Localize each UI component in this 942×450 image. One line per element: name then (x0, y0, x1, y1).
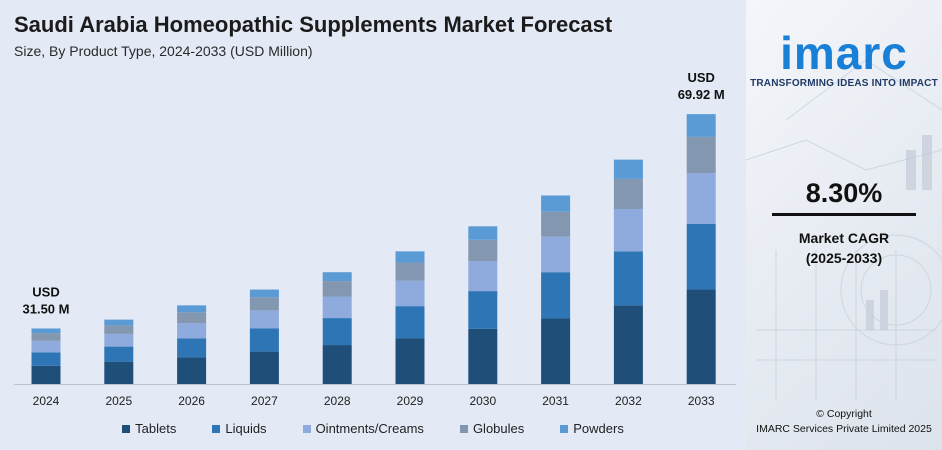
x-tick-label: 2030 (469, 394, 496, 408)
x-tick-label: 2031 (542, 394, 569, 408)
bar-segment-liquids-2028 (322, 318, 352, 346)
bar-segment-tablets-2024 (31, 365, 61, 384)
bar-segment-liquids-2033 (686, 224, 716, 290)
chart-title: Saudi Arabia Homeopathic Supplements Mar… (14, 12, 613, 37)
bar-segment-globules-2027 (249, 297, 279, 311)
bar-segment-ointments-creams-2031 (541, 236, 571, 273)
cagr-label-line1: Market CAGR (798, 230, 890, 246)
bar-segment-tablets-2033 (686, 289, 716, 384)
x-tick-label: 2025 (105, 394, 132, 408)
bar-segment-tablets-2026 (177, 357, 207, 384)
logo-tagline: TRANSFORMING IDEAS INTO IMPACT (750, 78, 938, 89)
legend-swatch (560, 424, 569, 433)
bar-segment-tablets-2031 (541, 318, 571, 384)
data-label-2024: 31.50 M (23, 301, 70, 316)
bar-segment-tablets-2032 (613, 305, 643, 384)
stacked-bar-chart: 2024 2025 2026 2027 2028 2029 2030 2031 2032 2033… (14, 70, 736, 408)
bar-segment-tablets-2025 (104, 361, 134, 384)
legend-swatch (212, 424, 221, 433)
bar-segment-powders-2032 (613, 159, 643, 179)
bar-segment-liquids-2026 (177, 338, 207, 358)
bar-segment-ointments-creams-2032 (613, 208, 643, 252)
cagr-label-line2: (2025-2033) (805, 250, 883, 266)
x-tick-label: 2029 (397, 394, 424, 408)
bar-segment-globules-2026 (177, 312, 207, 324)
bar-segment-globules-2024 (31, 333, 61, 341)
cagr-label: Market CAGR (2025-2033) (746, 228, 942, 268)
x-tick-label: 2033 (688, 394, 715, 408)
bar-segment-liquids-2029 (395, 306, 425, 339)
cagr-divider (772, 213, 916, 216)
x-tick-label: 2026 (178, 394, 205, 408)
brand-panel: imarc TRANSFORMING IDEAS INTO IMPACT 8.3… (746, 0, 942, 450)
data-label-2033: USD (687, 70, 714, 85)
legend-item: Liquids (212, 421, 267, 436)
x-tick-label: 2024 (33, 394, 60, 408)
legend-label: Powders (573, 421, 624, 436)
bar-segment-powders-2029 (395, 251, 425, 263)
data-label-2024: USD (32, 284, 59, 299)
x-tick-label: 2028 (324, 394, 351, 408)
bar-segment-tablets-2028 (322, 345, 352, 384)
bar-segment-ointments-creams-2033 (686, 173, 716, 225)
data-label-2033: 69.92 M (678, 87, 725, 102)
legend-label: Globules (472, 421, 525, 436)
copyright-line1: © Copyright (816, 408, 872, 420)
copyright: © Copyright IMARC Services Private Limit… (746, 407, 942, 437)
bar-segment-globules-2025 (104, 325, 134, 334)
bar-segment-powders-2028 (322, 272, 352, 282)
bar-segment-ointments-creams-2026 (177, 323, 207, 339)
bar-segment-ointments-creams-2027 (249, 310, 279, 329)
bar-segment-powders-2033 (686, 114, 716, 137)
cagr-value: 8.30% (805, 178, 883, 208)
logo-text: imarc (780, 27, 908, 79)
x-tick-label: 2027 (251, 394, 278, 408)
legend-swatch (459, 424, 468, 433)
bar-segment-powders-2030 (468, 226, 498, 240)
bar-segment-tablets-2029 (395, 338, 425, 384)
imarc-logo: imarc TRANSFORMING IDEAS INTO IMPACT (746, 30, 942, 89)
legend-swatch (302, 424, 311, 433)
x-tick-label: 2032 (615, 394, 642, 408)
legend-item: Ointments/Creams (302, 421, 424, 436)
legend-item: Globules (459, 421, 525, 436)
bar-segment-ointments-creams-2029 (395, 280, 425, 307)
chart-legend: Tablets Liquids Ointments/Creams Globules Po… (0, 421, 746, 436)
chart-subtitle: Size, By Product Type, 2024-2033 (USD Mi… (14, 43, 313, 59)
background-decoration (746, 59, 942, 400)
legend-swatch (122, 424, 131, 433)
bar-segment-globules-2030 (468, 239, 498, 262)
bar-segment-liquids-2030 (468, 291, 498, 329)
bar-segment-liquids-2031 (541, 272, 571, 319)
bar-segment-ointments-creams-2025 (104, 333, 134, 347)
bar-segment-liquids-2032 (613, 251, 643, 306)
bar-segment-ointments-creams-2024 (31, 340, 61, 353)
legend-label: Tablets (135, 421, 177, 436)
bar-segment-powders-2031 (541, 195, 571, 212)
legend-item: Tablets (122, 421, 176, 436)
legend-label: Ointments/Creams (315, 421, 424, 436)
bar-segment-liquids-2024 (31, 352, 61, 366)
legend-label: Liquids (225, 421, 267, 436)
bar-segment-powders-2025 (104, 319, 134, 326)
bar-segment-powders-2027 (249, 289, 279, 298)
bar-segment-globules-2031 (541, 211, 571, 237)
bar-segment-globules-2032 (613, 178, 643, 209)
bar-segment-powders-2024 (31, 328, 61, 334)
bar-segment-ointments-creams-2030 (468, 261, 498, 292)
bar-segment-liquids-2025 (104, 346, 134, 362)
bar-segment-tablets-2030 (468, 328, 498, 384)
bar-segment-liquids-2027 (249, 328, 279, 352)
bar-segment-globules-2028 (322, 281, 352, 297)
copyright-line2: IMARC Services Private Limited 2025 (756, 423, 932, 435)
legend-item: Powders (560, 421, 624, 436)
bar-segment-ointments-creams-2028 (322, 296, 352, 319)
bar-segment-globules-2033 (686, 136, 716, 174)
bar-segment-globules-2029 (395, 262, 425, 281)
bar-segment-powders-2026 (177, 305, 207, 313)
bar-segment-tablets-2027 (249, 351, 279, 384)
